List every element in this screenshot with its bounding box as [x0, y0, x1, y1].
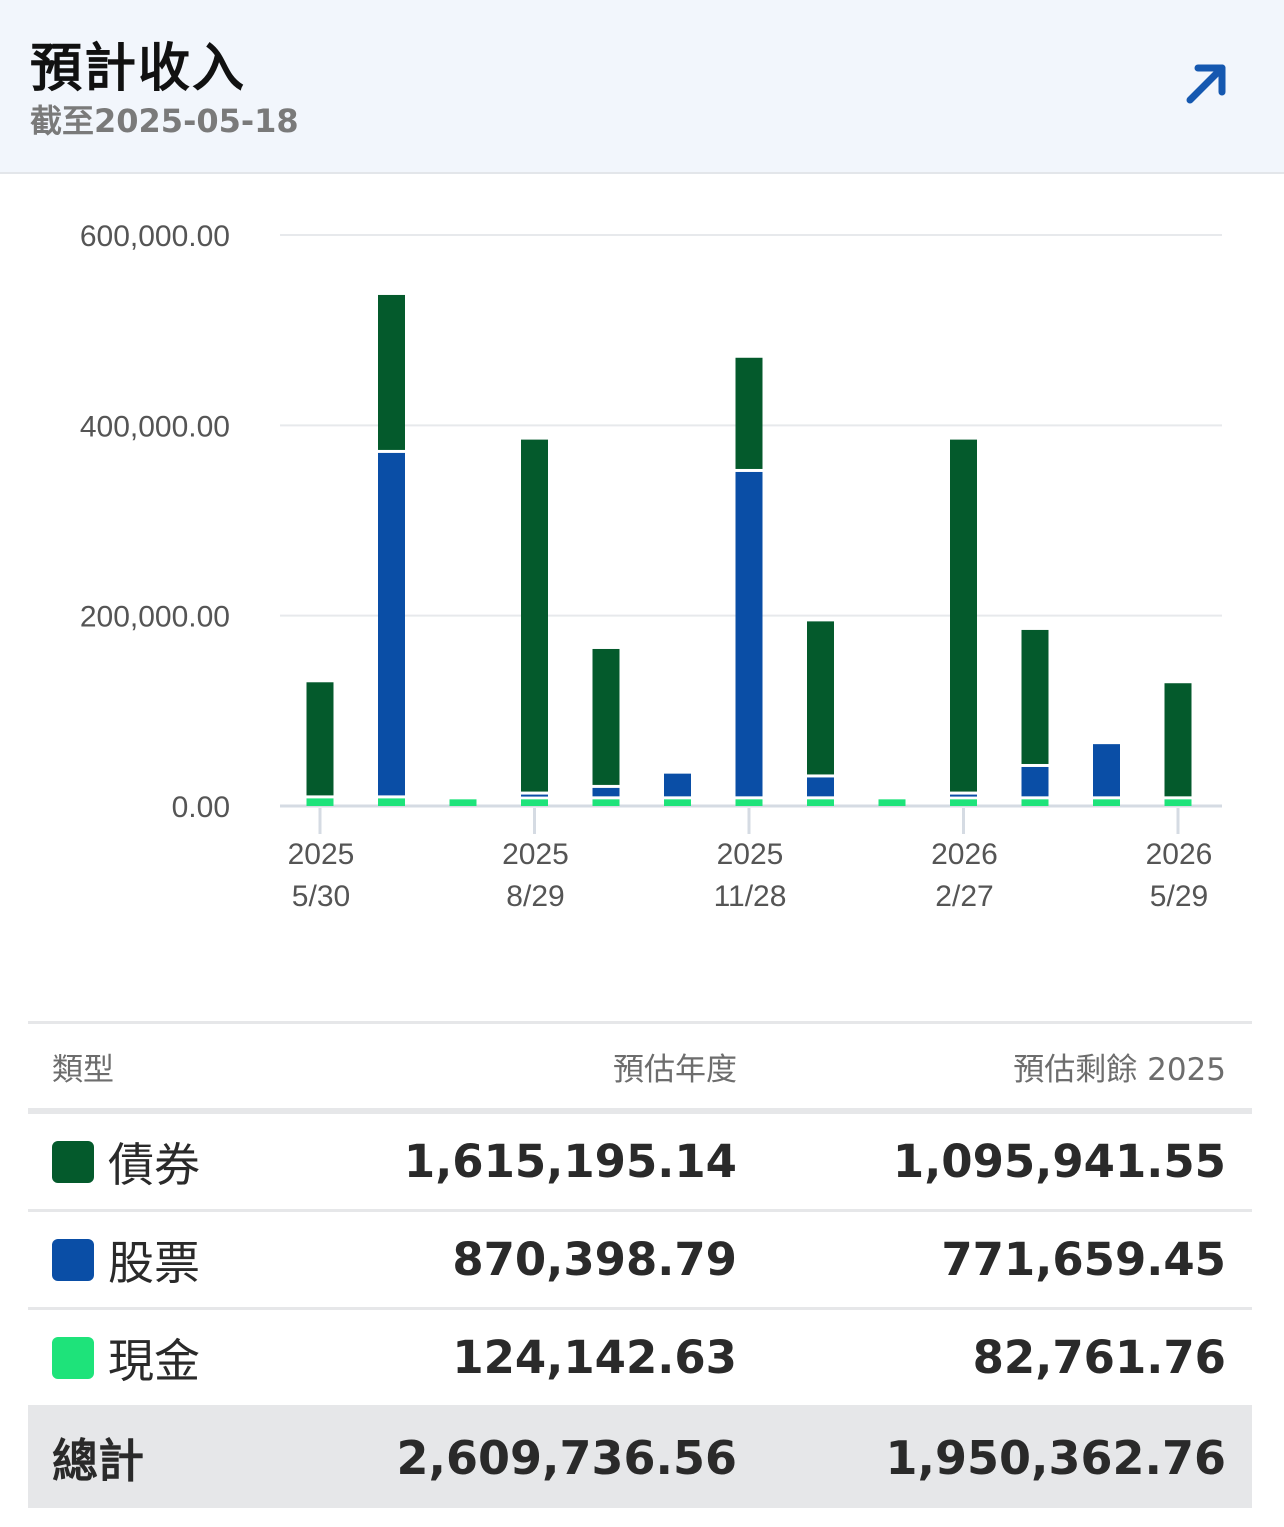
table-row-total: 總計 2,609,736.56 1,950,362.76	[28, 1405, 1252, 1508]
x-tick-year: 2025	[288, 838, 355, 871]
bar-bonds	[950, 439, 977, 792]
bar-cash	[1093, 799, 1120, 806]
x-tick-year: 2026	[1146, 838, 1213, 871]
bonds-annual: 1,615,195.14	[403, 1135, 737, 1188]
bar-cash	[521, 799, 548, 806]
x-tick-date: 5/30	[292, 880, 350, 913]
card-title: 預計收入	[30, 39, 247, 99]
bar-bonds	[592, 648, 620, 785]
bar-cash	[950, 799, 977, 806]
bar-bonds	[378, 294, 405, 450]
x-tick-year: 2025	[717, 838, 784, 871]
total-annual: 2,609,736.56	[396, 1431, 738, 1485]
bar-cash	[878, 799, 906, 806]
bar-bonds	[807, 621, 834, 775]
bar-stocks	[950, 794, 977, 797]
table-header-row: 類型 預估年度 預估剩餘 2025	[28, 1021, 1252, 1111]
bar-stocks	[521, 794, 548, 797]
bar-bonds	[1164, 683, 1192, 797]
cash-swatch	[52, 1336, 94, 1379]
stocks-annual: 870,398.79	[452, 1233, 737, 1286]
bar-bonds	[735, 357, 763, 469]
bonds-remaining: 1,095,941.55	[892, 1135, 1226, 1188]
bar-stocks	[378, 452, 405, 796]
bar-cash	[807, 799, 834, 806]
bar-cash	[449, 799, 477, 806]
bar-bonds	[1021, 629, 1049, 764]
arrow-up-right-icon[interactable]	[1180, 56, 1236, 112]
income-bar-chart: 0.00 200,000.00 400,000.00 600,000.00 2025 5/…	[80, 220, 1222, 913]
bar-cash	[592, 799, 620, 806]
bar-stocks	[1093, 744, 1120, 797]
y-tick-label: 400,000.00	[80, 410, 230, 443]
cash-annual: 124,142.63	[452, 1331, 737, 1384]
table-row-bonds: 債券 1,615,195.14 1,095,941.55	[28, 1111, 1252, 1209]
bar-cash	[306, 798, 334, 806]
bar-stocks	[664, 773, 691, 797]
col-header-annual: 預估年度	[613, 1051, 737, 1088]
bar-stocks	[735, 471, 763, 797]
y-tick-label: 0.00	[172, 791, 230, 824]
x-tick-year: 2025	[502, 838, 569, 871]
table-row-stocks: 股票 870,398.79 771,659.45	[28, 1209, 1252, 1307]
col-header-remaining: 預估剩餘 2025	[1013, 1051, 1226, 1088]
bar-cash	[1021, 799, 1049, 806]
bonds-swatch	[52, 1140, 94, 1183]
bar-cash	[1164, 799, 1192, 806]
y-tick-label: 600,000.00	[80, 220, 230, 253]
table-row-cash: 現金 124,142.63 82,761.76	[28, 1307, 1252, 1405]
bar-cash	[378, 798, 405, 806]
stocks-remaining: 771,659.45	[941, 1233, 1226, 1286]
y-tick-label: 200,000.00	[80, 601, 230, 634]
total-remaining: 1,950,362.76	[885, 1431, 1227, 1485]
bar-cash	[664, 799, 691, 806]
stocks-swatch	[52, 1238, 94, 1281]
x-tick-date: 8/29	[506, 880, 564, 913]
row-label-bonds: 債券	[108, 1137, 200, 1192]
bar-cash	[735, 799, 763, 806]
income-table: 類型 預估年度 預估剩餘 2025 債券 1,615,195.14 1,095,…	[28, 1021, 1252, 1508]
x-tick-date: 11/28	[714, 880, 787, 913]
bar-bonds	[521, 439, 548, 792]
bar-stocks	[807, 777, 834, 797]
bar-stocks	[1021, 766, 1049, 797]
x-tick-year: 2026	[931, 838, 998, 871]
cash-remaining: 82,761.76	[972, 1331, 1226, 1384]
col-header-type: 類型	[52, 1051, 114, 1088]
as-of-date: 截至2025-05-18	[30, 102, 299, 140]
row-label-stocks: 股票	[108, 1235, 200, 1290]
x-tick-date: 2/27	[935, 880, 993, 913]
bar-stocks	[592, 787, 620, 797]
card-header: 預計收入 截至2025-05-18	[0, 0, 1284, 174]
x-tick-date: 5/29	[1150, 880, 1208, 913]
row-label-cash: 現金	[108, 1333, 200, 1388]
row-label-total: 總計	[52, 1434, 144, 1488]
bar-bonds	[306, 682, 334, 796]
